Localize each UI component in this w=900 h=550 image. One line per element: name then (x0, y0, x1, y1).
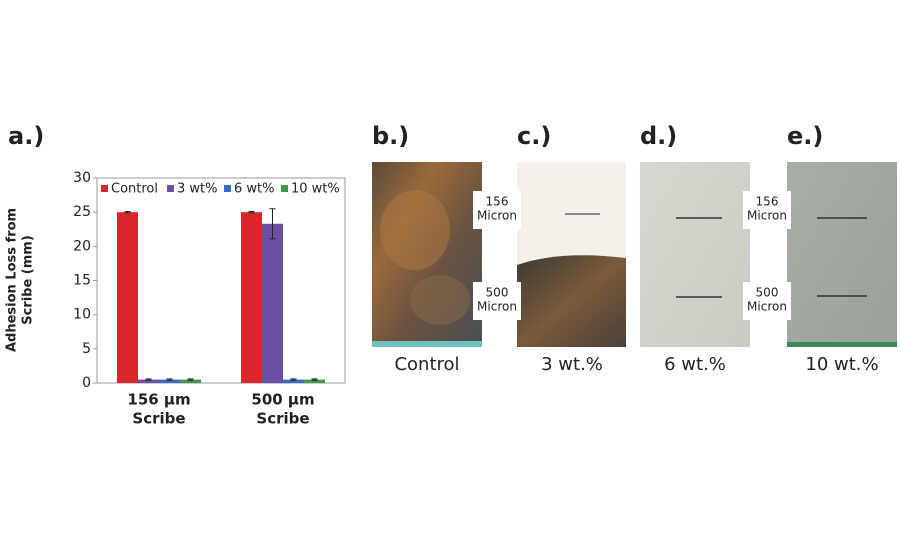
rust-patch (410, 275, 470, 325)
y-axis-label: Scribe (mm) (21, 235, 36, 325)
photo-10wt (787, 162, 897, 347)
y-axis-label: Adhesion Loss from (5, 208, 20, 352)
y-tick-label: 10 (73, 307, 91, 323)
rust-area (517, 255, 626, 347)
panel-caption: Control (394, 354, 459, 375)
photo-edge (787, 342, 897, 347)
x-tick-label: 156 µm (127, 391, 190, 409)
legend-swatch (101, 185, 108, 192)
annotation-text: 500 (756, 286, 779, 300)
annotation-box (473, 282, 521, 320)
photo-edge (372, 341, 482, 347)
rust-patch (380, 190, 450, 270)
annotation-text: 156 (756, 195, 779, 209)
bar (283, 379, 304, 383)
y-tick-label: 30 (73, 170, 91, 186)
annotation-text: Micron (747, 209, 787, 223)
legend-label: Control (111, 182, 158, 197)
annotation-text: 500 (486, 286, 509, 300)
bar (159, 379, 180, 383)
x-tick-label: Scribe (132, 410, 185, 428)
legend-swatch (167, 185, 174, 192)
panel-caption: 10 wt.% (805, 354, 878, 375)
bar (117, 212, 138, 383)
panel-label: e.) (787, 122, 823, 150)
panel-label: b.) (372, 122, 409, 150)
photo-6wt (640, 162, 750, 347)
annotation-text: 156 (486, 195, 509, 209)
bar (180, 379, 201, 383)
y-tick-label: 0 (82, 375, 91, 391)
annotation-text: Micron (477, 300, 517, 314)
annotation-text: Micron (477, 209, 517, 223)
bar (304, 379, 325, 383)
y-tick-label: 25 (73, 204, 91, 220)
legend-label: 10 wt% (291, 182, 340, 197)
x-tick-label: Scribe (256, 410, 309, 428)
legend-label: 3 wt% (177, 182, 218, 197)
bar (262, 223, 283, 383)
annotation-text: Micron (747, 300, 787, 314)
panel-label: c.) (517, 122, 551, 150)
annotation-box (743, 191, 791, 229)
y-tick-label: 20 (73, 238, 91, 254)
panel-caption: 3 wt.% (541, 354, 603, 375)
panel-caption: 6 wt.% (664, 354, 726, 375)
bar (138, 379, 159, 383)
panel-label: a.) (8, 122, 44, 150)
annotation-box (743, 282, 791, 320)
legend-swatch (281, 185, 288, 192)
x-tick-label: 500 µm (251, 391, 314, 409)
legend-label: 6 wt% (234, 182, 275, 197)
annotation-box (473, 191, 521, 229)
panel-label: d.) (640, 122, 677, 150)
legend-swatch (224, 185, 231, 192)
bar (241, 212, 262, 383)
y-tick-label: 5 (82, 341, 91, 357)
y-tick-label: 15 (73, 273, 91, 289)
photos (372, 162, 897, 347)
